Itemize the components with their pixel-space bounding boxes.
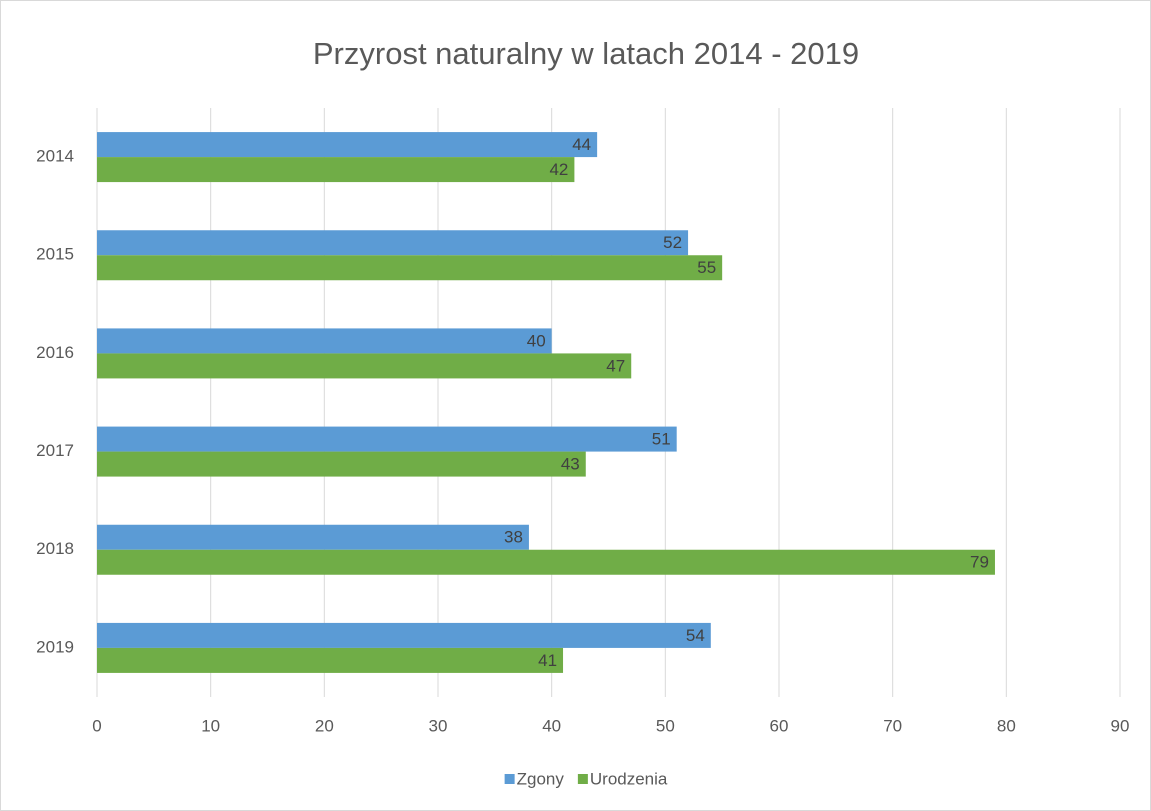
data-label: 54 [686, 626, 705, 645]
x-tick-label: 0 [92, 716, 101, 735]
y-tick-label: 2019 [36, 637, 74, 656]
y-tick-label: 2014 [36, 147, 74, 166]
data-label: 52 [663, 233, 682, 252]
legend-swatch [577, 774, 588, 784]
data-label: 41 [538, 651, 557, 670]
data-label: 40 [527, 331, 546, 350]
y-tick-label: 2018 [36, 539, 74, 558]
bar [97, 157, 575, 183]
legend-label: Zgony [517, 769, 565, 788]
x-tick-label: 50 [656, 716, 675, 735]
y-tick-label: 2015 [36, 245, 74, 264]
x-tick-label: 10 [201, 716, 220, 735]
bar [97, 524, 529, 550]
bar [97, 549, 995, 575]
data-label: 38 [504, 528, 523, 547]
bar [97, 647, 564, 673]
x-tick-label: 40 [542, 716, 561, 735]
x-tick-label: 70 [883, 716, 902, 735]
y-tick-label: 2016 [36, 343, 74, 362]
data-label: 47 [606, 356, 625, 375]
bar [97, 328, 552, 354]
x-tick-label: 60 [770, 716, 789, 735]
bar [97, 132, 598, 158]
x-tick-label: 20 [315, 716, 334, 735]
data-label: 79 [970, 553, 989, 572]
y-tick-label: 2017 [36, 441, 74, 460]
bar [97, 426, 677, 452]
data-label: 43 [561, 455, 580, 474]
data-label: 44 [572, 135, 591, 154]
bar [97, 230, 689, 256]
bar [97, 353, 632, 379]
x-tick-label: 90 [1111, 716, 1130, 735]
legend-swatch [504, 774, 515, 784]
x-tick-label: 30 [429, 716, 448, 735]
data-label: 55 [697, 258, 716, 277]
legend-label: Urodzenia [590, 769, 668, 788]
chart-title: Przyrost naturalny w latach 2014 - 2019 [313, 36, 859, 71]
data-label: 51 [652, 430, 671, 449]
bar [97, 622, 711, 648]
bar [97, 451, 586, 477]
bar [97, 255, 723, 281]
x-tick-label: 80 [997, 716, 1016, 735]
data-label: 42 [549, 160, 568, 179]
